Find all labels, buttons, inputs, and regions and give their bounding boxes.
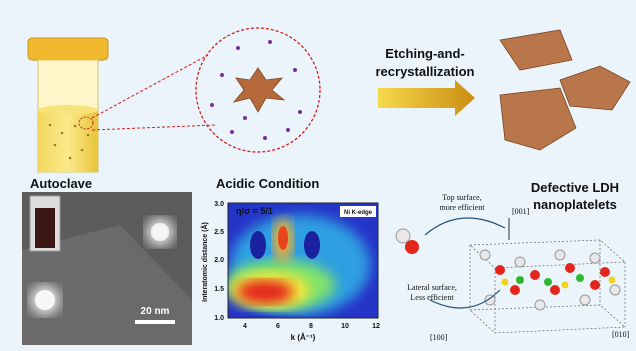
y-tick-label: 1.5 [214, 286, 224, 293]
lateral-surface-label: Lateral surface, [407, 283, 457, 292]
y-axis-label: Interatomic distance (Å) [200, 222, 209, 302]
ratio-label: η/σ = 5/1 [236, 206, 273, 216]
wavelet-map [225, 203, 378, 318]
x-axis-label: k (Å⁻¹) [291, 333, 316, 342]
lateral-surface-label: Less efficient [410, 293, 454, 302]
y-tick-label: 3.0 [214, 201, 224, 208]
axis-label: [100] [430, 333, 448, 342]
x-tick-label: 4 [243, 323, 247, 330]
x-tick-label: 12 [372, 323, 380, 330]
autoclave-label: Autoclave [30, 176, 92, 191]
y-tick-label: 2.5 [214, 229, 224, 236]
scale-bar-label: 20 nm [141, 306, 170, 317]
axis-label: [001] [512, 207, 530, 216]
product-label: nanoplatelets [533, 197, 617, 212]
top-surface-label: more efficient [440, 203, 486, 212]
y-tick-label: 2.0 [214, 257, 224, 264]
x-tick-label: 8 [309, 323, 313, 330]
autoclave-icon [28, 38, 108, 172]
x-tick-label: 6 [276, 323, 280, 330]
process-label: recrystallization [376, 64, 475, 79]
edge-label: Ni K-edge [344, 210, 373, 216]
process-label: Etching-and- [385, 46, 464, 61]
product-label: Defective LDH [531, 180, 619, 195]
top-surface-label: Top surface, [442, 193, 481, 202]
y-tick-label: 1.0 [214, 315, 224, 322]
graphical-abstract: Autoclave Acidic Condition Etching-and- … [0, 0, 636, 351]
x-tick-label: 10 [341, 323, 349, 330]
acidic-label: Acidic Condition [216, 176, 319, 191]
axis-label: [010] [612, 330, 630, 339]
tem-image [22, 192, 192, 345]
